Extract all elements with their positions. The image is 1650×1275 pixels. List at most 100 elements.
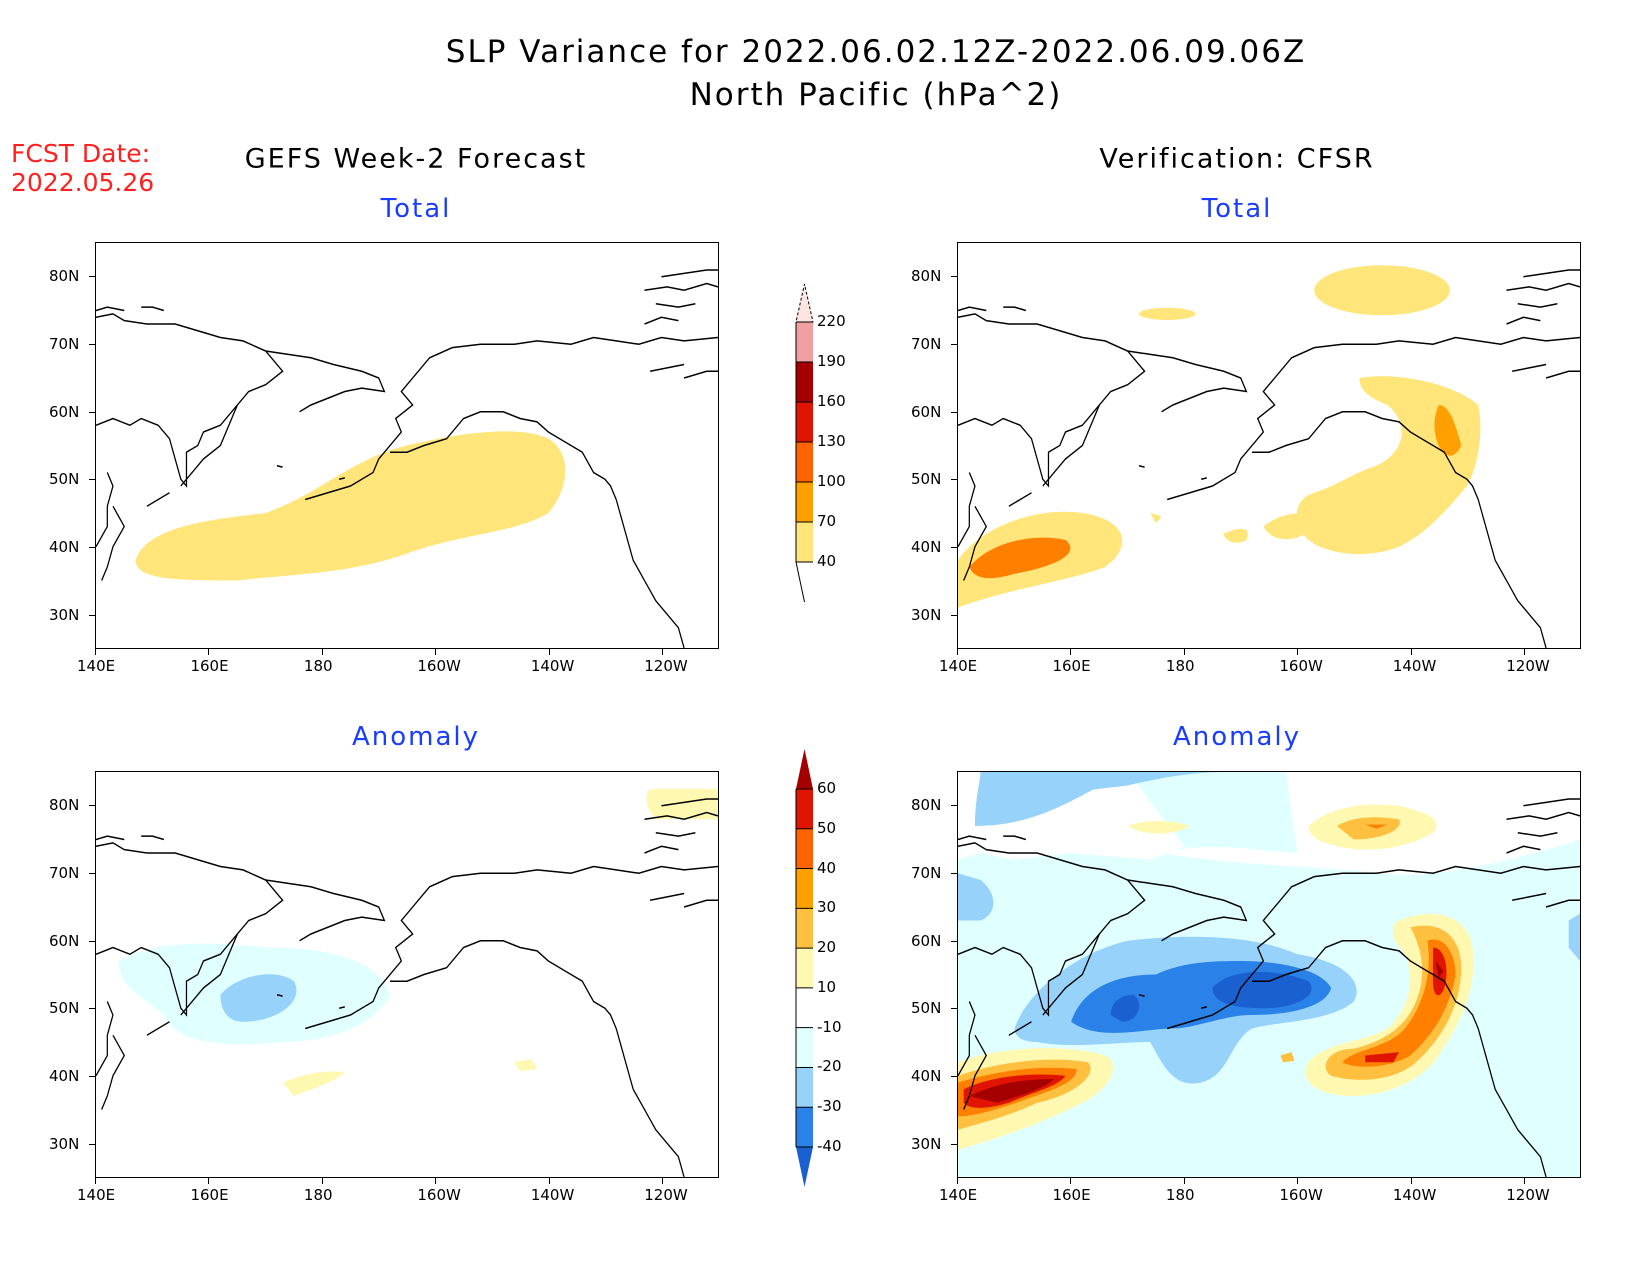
lon-tick-mark <box>957 649 958 655</box>
colorbar-label: 130 <box>817 432 846 450</box>
lat-tick-label: 70N <box>911 334 942 353</box>
lon-tick-mark <box>548 649 550 655</box>
lat-tick-label: 60N <box>911 931 942 950</box>
colorbar-segment <box>796 908 813 949</box>
colorbar-segment <box>796 828 813 869</box>
lon-tick-label: 140W <box>530 657 575 675</box>
lon-tick-label: 180 <box>1165 1186 1195 1204</box>
colorbar-label: -20 <box>817 1057 842 1076</box>
lon-tick-mark <box>662 1178 664 1184</box>
figure-subtitle: North Pacific (hPa^2) <box>689 77 1063 113</box>
colorbar-label: 10 <box>817 977 837 996</box>
lon-tick-mark <box>1183 1178 1185 1184</box>
colorbar-segment <box>796 322 813 362</box>
colorbar-label: 160 <box>817 392 846 410</box>
lat-tick-label: 30N <box>911 606 942 625</box>
lat-tick-label: 50N <box>49 470 80 489</box>
panel-title-verif-anomaly: Anomaly <box>1172 722 1302 752</box>
colorbar-label: 220 <box>817 312 846 330</box>
colorbar-high-tip <box>796 749 813 789</box>
lon-tick-mark <box>1524 1178 1526 1184</box>
lat-tick-mark <box>89 1144 95 1146</box>
colorbar-segment <box>796 522 813 562</box>
lat-tick-label: 30N <box>49 1135 80 1154</box>
lon-tick-label: 140E <box>939 1186 978 1204</box>
lon-tick-mark <box>1183 649 1185 655</box>
lon-tick-label: 140W <box>1392 657 1437 675</box>
colorbar-segment <box>796 402 813 442</box>
lon-tick-label: 160W <box>417 657 461 675</box>
panel-title-verif-total: Total <box>1201 194 1273 224</box>
lat-tick-mark <box>89 804 95 806</box>
lon-tick-mark <box>95 1178 96 1184</box>
lat-tick-label: 60N <box>49 931 80 950</box>
lon-tick-label: 120W <box>644 1186 688 1204</box>
lat-tick-label: 80N <box>49 795 80 814</box>
colorbar-segment <box>796 1027 813 1068</box>
colorbar-segment <box>796 987 813 1028</box>
lon-tick-mark <box>1297 1178 1299 1184</box>
lat-tick-label: 40N <box>911 538 942 557</box>
lon-tick-mark <box>1070 649 1072 655</box>
lat-tick-mark <box>951 411 957 413</box>
lat-tick-mark <box>951 1076 957 1078</box>
lat-tick-label: 70N <box>49 334 80 353</box>
lon-tick-mark <box>435 649 437 655</box>
lat-tick-label: 40N <box>49 1067 80 1086</box>
lon-tick-label: 180 <box>303 657 333 675</box>
lon-tick-label: 160W <box>417 1186 461 1204</box>
fcst-date-label: FCST Date: <box>11 139 151 168</box>
lat-tick-label: 40N <box>49 538 80 557</box>
lat-tick-mark <box>951 872 957 874</box>
colorbar-label: 60 <box>817 779 837 797</box>
colorbar-label: 190 <box>817 352 846 370</box>
colorbar-segment <box>796 362 813 402</box>
lat-tick-label: 30N <box>49 606 80 625</box>
lon-tick-mark <box>321 1178 323 1184</box>
colorbar-segment <box>796 789 813 829</box>
lat-tick-mark <box>951 940 957 942</box>
lon-tick-label: 120W <box>1506 657 1550 675</box>
lon-tick-label: 120W <box>1506 1186 1550 1204</box>
map-forecast-anomaly <box>95 771 719 1178</box>
lon-tick-label: 140E <box>77 1186 116 1204</box>
colorbar-label: 20 <box>817 938 837 957</box>
panel-title-forecast-anomaly: Anomaly <box>351 722 481 752</box>
colorbar-label: 40 <box>817 552 837 570</box>
fcst-date-value: 2022.05.26 <box>11 168 155 197</box>
lon-tick-label: 160E <box>1052 657 1091 675</box>
lon-tick-mark <box>208 1178 210 1184</box>
lon-tick-mark <box>1410 649 1412 655</box>
lat-tick-mark <box>89 275 95 277</box>
colorbar-segment <box>796 482 813 522</box>
colorbar-label: 50 <box>817 818 837 837</box>
map-forecast-total <box>95 242 719 649</box>
lat-tick-mark <box>89 940 95 942</box>
lon-tick-label: 140E <box>77 657 116 675</box>
lat-tick-mark <box>89 1008 95 1010</box>
lat-tick-mark <box>89 872 95 874</box>
lon-tick-mark <box>1070 1178 1072 1184</box>
colorbar-segment <box>796 948 813 988</box>
lon-tick-label: 160E <box>190 657 229 675</box>
lon-tick-label: 160W <box>1279 657 1323 675</box>
lon-tick-mark <box>1297 649 1299 655</box>
lon-tick-label: 140W <box>1392 1186 1437 1204</box>
lon-tick-label: 160E <box>190 1186 229 1204</box>
lat-tick-mark <box>951 479 957 481</box>
lon-tick-mark <box>321 649 323 655</box>
lat-tick-mark <box>89 615 95 617</box>
column-title-forecast: GEFS Week-2 Forecast <box>244 143 588 175</box>
lat-tick-mark <box>951 804 957 806</box>
colorbar-segment <box>796 1067 813 1108</box>
lat-tick-mark <box>951 1008 957 1010</box>
lat-tick-label: 70N <box>911 863 942 882</box>
lat-tick-mark <box>89 411 95 413</box>
lat-tick-mark <box>89 547 95 549</box>
lon-tick-label: 140W <box>530 1186 575 1204</box>
lon-tick-mark <box>208 649 210 655</box>
lon-tick-mark <box>95 649 96 655</box>
figure-title: SLP Variance for 2022.06.02.12Z-2022.06.… <box>445 34 1307 70</box>
lon-tick-mark <box>662 649 664 655</box>
